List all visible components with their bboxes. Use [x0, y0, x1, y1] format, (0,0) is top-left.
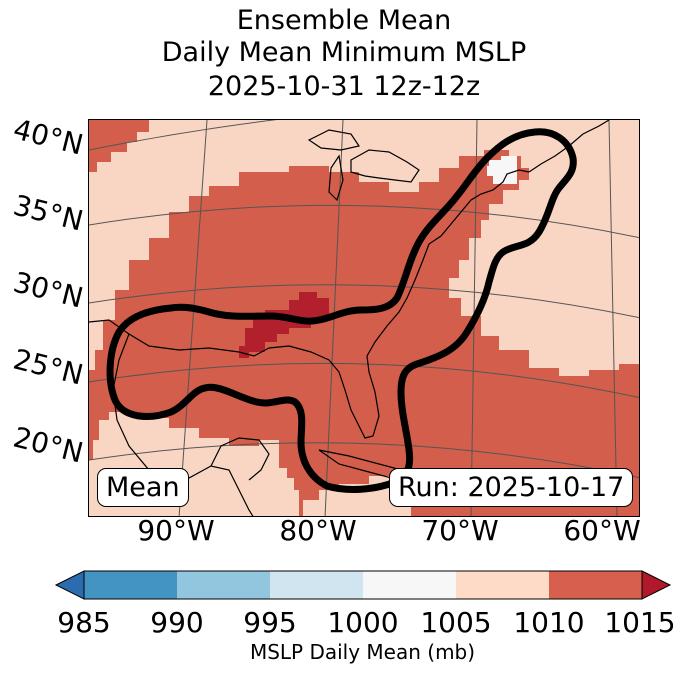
colorbar-extend-high: [641, 570, 672, 600]
lat-label-30n: 30°N: [10, 265, 87, 315]
map-panel: Mean Run: 2025-10-17: [88, 119, 640, 517]
colorbar-label: MSLP Daily Mean (mb): [249, 640, 476, 664]
meridian-90w: [178, 120, 208, 516]
colorbar-tick-1005: 1005: [420, 606, 492, 639]
lat-label-20n: 20°N: [10, 420, 87, 470]
colorbar-frame: [83, 570, 643, 600]
colorbar-tick-1015: 1015: [604, 606, 676, 639]
lat-label-40n: 40°N: [10, 112, 87, 162]
mean-tag: Mean: [97, 468, 189, 507]
meridian-60w: [608, 120, 618, 516]
lon-label-90w: 90°W: [137, 514, 215, 547]
great-lakes: [350, 149, 420, 183]
parallel-25n: [89, 362, 639, 399]
gulf-coast: [89, 279, 416, 439]
parallel-20n: [89, 442, 639, 479]
colorbar-1005-1010: [456, 571, 549, 599]
colorbar-tick-1010: 1010: [513, 606, 585, 639]
field-1010-1015-northwest: [89, 120, 149, 172]
east-coast: [414, 169, 530, 281]
field-1010-1015-main: [89, 150, 639, 516]
lat-label-35n: 35°N: [10, 188, 87, 238]
title-line-3: 2025-10-31 12z-12z: [207, 71, 481, 102]
field-1015-1020: [239, 292, 329, 358]
lat-label-25n: 25°N: [10, 342, 87, 392]
colorbar-extend-low: [54, 570, 85, 600]
parallel-40n: [89, 120, 278, 151]
title-line-2: Daily Mean Minimum MSLP: [161, 37, 527, 68]
colorbar-985-990: [84, 571, 177, 599]
colorbar-1010-1015: [549, 571, 642, 599]
lake-michigan: [328, 154, 344, 202]
run-tag: Run: 2025-10-17: [389, 468, 634, 507]
colorbar-990-995: [177, 571, 270, 599]
map-svg: [89, 120, 639, 516]
yucatan: [210, 437, 270, 481]
lon-label-60w: 60°W: [563, 514, 641, 547]
colorbar-tick-1000: 1000: [327, 606, 399, 639]
lon-label-70w: 70°W: [421, 514, 499, 547]
lake-superior: [307, 129, 360, 151]
ensemble-contour: [106, 128, 577, 493]
lon-label-80w: 80°W: [279, 514, 357, 547]
title-line-1: Ensemble Mean: [236, 5, 452, 36]
colorbar-tick-990: 990: [150, 606, 204, 639]
colorbar-995-1000: [270, 571, 363, 599]
parallel-30n: [89, 284, 639, 319]
colorbar-tick-995: 995: [243, 606, 297, 639]
parallel-35n: [89, 204, 639, 239]
colorbar-1000-1005: [363, 571, 456, 599]
field-1000-1005: [487, 156, 517, 184]
colorbar-tick-985: 985: [57, 606, 111, 639]
colorbar: [54, 570, 672, 600]
